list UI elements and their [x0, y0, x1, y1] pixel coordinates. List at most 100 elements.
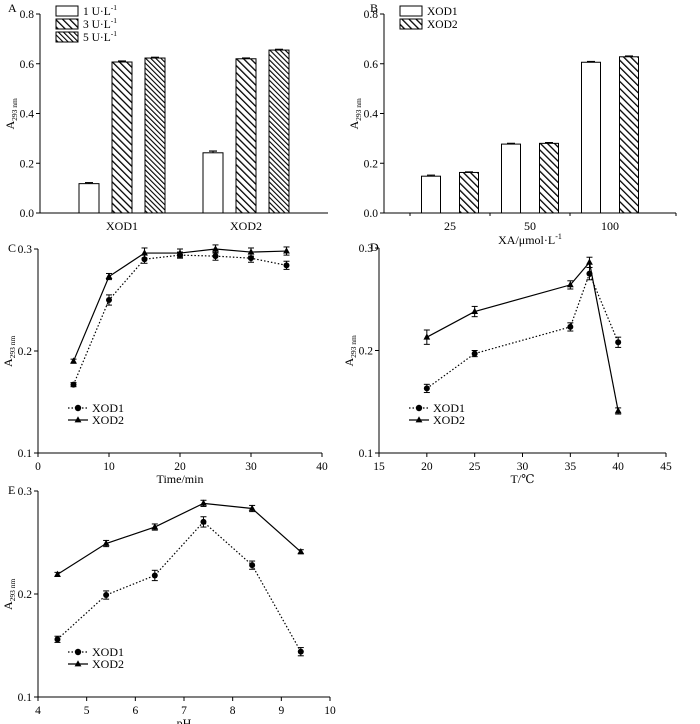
x-tick-label: 40 [612, 461, 624, 473]
data-point-triangle [614, 407, 622, 414]
legend-label: XOD2 [433, 413, 465, 427]
legend-label-main: 3 U·L [83, 19, 111, 31]
data-point-circle [471, 350, 478, 357]
x-tick-label: 10 [324, 705, 336, 717]
y-tick-label: 0.8 [20, 9, 35, 21]
y-tick-label: 0.4 [364, 109, 379, 121]
x-tick-label: 7 [181, 705, 187, 717]
data-point-circle [248, 255, 254, 262]
y-tick-label: 0.1 [18, 692, 33, 704]
legend-swatch [55, 5, 79, 17]
y-axis-label-subscript: 293 nm [354, 98, 363, 121]
series-line-xod2 [57, 502, 302, 575]
panel-d: D 0.1 0.2 0.3 A293 nm 15 20 25 30 35 40 45 T/℃ XOD1XO… [342, 240, 672, 486]
x-tick-label: 50 [524, 219, 536, 233]
data-point-triangle [151, 523, 159, 530]
legend-label: 3 U·L-1 [83, 16, 117, 31]
data-point-triangle [141, 249, 148, 256]
x-tick-label: 35 [565, 461, 577, 473]
legend-label: 1 U·L-1 [83, 3, 117, 18]
y-tick-label: 0.2 [18, 589, 33, 601]
series-line-xod1 [426, 271, 619, 389]
x-axis-label: pH [177, 716, 192, 724]
x-tick-label: XOD1 [106, 219, 138, 233]
data-point-circle [106, 297, 112, 303]
y-axis-label-main: A [3, 121, 17, 130]
legend-marker-circle [74, 648, 82, 656]
x-tick-label: 25 [469, 461, 481, 473]
x-tick-label: 15 [373, 461, 385, 473]
y-axis-label-main: A [1, 358, 15, 367]
data-point-circle [249, 562, 256, 569]
legend-label-main: XOD2 [427, 19, 458, 31]
data-point-triangle [283, 247, 290, 254]
y-axis-label-main: A [1, 601, 15, 610]
legend-label-main: 5 U·L [83, 32, 111, 44]
legend-swatch [55, 31, 79, 43]
data-point-circle [212, 253, 219, 260]
x-axis-label: T/℃ [510, 472, 534, 486]
bar [501, 143, 521, 214]
legend-swatch [399, 5, 423, 17]
y-axis-label: A293 nm [1, 578, 17, 610]
legend-swatch [399, 18, 423, 30]
y-axis-label: A293 nm [347, 98, 363, 130]
y-tick-label: 0.2 [364, 158, 379, 170]
legend-marker-triangle [74, 416, 82, 423]
series-line-xod1 [72, 254, 287, 385]
x-tick-label: 20 [421, 461, 433, 473]
y-axis-label: A293 nm [1, 335, 17, 367]
data-point-circle [283, 262, 290, 269]
legend-label-superscript: -1 [111, 3, 117, 12]
panel-c: C 0.1 0.2 0.3 A293 nm 0 10 20 30 40 Time/min XOD1XO… [1, 241, 328, 486]
bar [144, 57, 166, 214]
y-axis-label-subscript: 293 nm [8, 578, 17, 601]
data-point-circle [151, 572, 158, 579]
legend-label: 5 U·L-1 [83, 29, 117, 44]
y-axis-label-subscript: 293 nm [8, 335, 17, 358]
panel-b: B 0.0 0.2 0.4 0.6 0.8 A293 nm 25 50 100 XA/μmol·L-… [347, 1, 677, 247]
legend-label-main: 1 U·L [83, 6, 111, 18]
legend-marker-triangle [415, 416, 423, 423]
x-tick-label: 25 [444, 219, 456, 233]
panel-letter: C [8, 241, 16, 255]
data-point-triangle [248, 504, 256, 511]
y-axis-label-main: A [342, 358, 356, 367]
data-point-circle [54, 636, 61, 643]
series-line-xod2 [426, 261, 619, 412]
legend-label: XOD1 [427, 6, 458, 18]
data-point-triangle [54, 570, 61, 577]
legend-label-superscript: -1 [111, 16, 117, 25]
x-axis-label-main: XA/μmol·L [498, 233, 555, 247]
legend-label: XOD2 [427, 19, 458, 31]
legend-label: XOD1 [92, 401, 124, 415]
y-tick-label: 0.2 [20, 158, 35, 170]
data-point-triangle [212, 245, 219, 252]
data-point-circle [297, 648, 304, 655]
bar [619, 56, 639, 214]
data-point-triangle [176, 249, 184, 256]
y-tick-label: 0.2 [359, 346, 374, 358]
x-tick-label: 30 [245, 461, 257, 473]
x-axis-label-superscript: -1 [555, 232, 562, 241]
data-point-circle [423, 385, 430, 392]
legend-marker-circle [415, 404, 423, 412]
series-line-xod2 [72, 248, 287, 362]
legend-marker-triangle [74, 660, 82, 667]
x-tick-label: 8 [230, 705, 236, 717]
bar [235, 58, 257, 214]
data-point-triangle [423, 333, 431, 340]
y-axis-label-main: A [347, 121, 361, 130]
y-tick-label: 0.1 [18, 448, 33, 460]
data-point-circle [103, 592, 110, 599]
legend-label-superscript: -1 [111, 29, 117, 38]
x-tick-label: 5 [84, 705, 90, 717]
x-tick-label: 9 [278, 705, 284, 717]
legend-label-main: XOD1 [427, 6, 458, 18]
x-tick-label: 4 [35, 705, 41, 717]
data-point-circle [615, 339, 622, 346]
